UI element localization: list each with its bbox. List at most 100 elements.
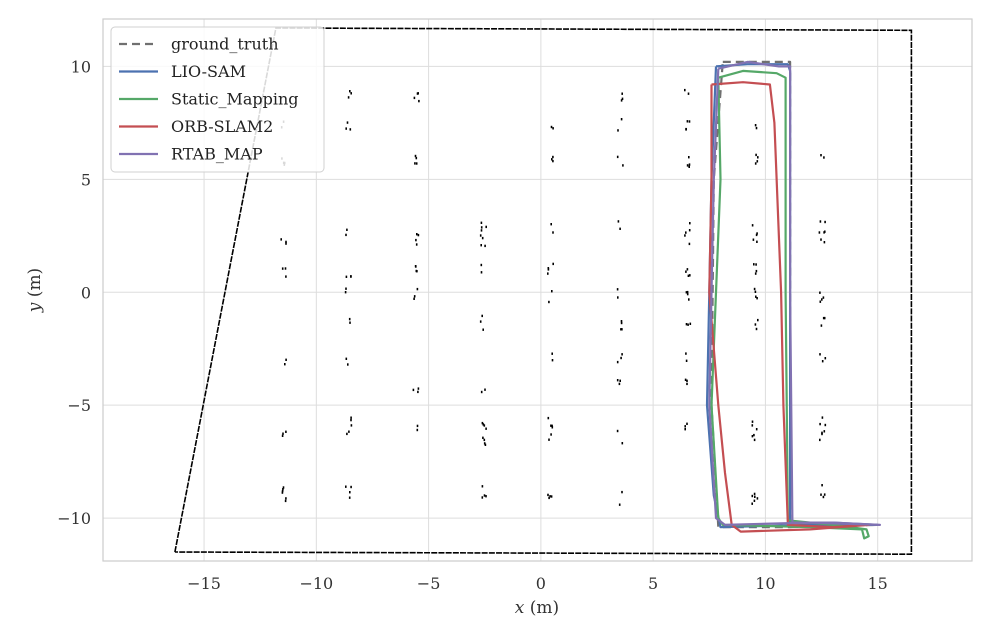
map-point — [550, 125, 553, 129]
legend-label: LIO-SAM — [171, 62, 246, 81]
map-point — [551, 426, 554, 429]
map-point — [482, 423, 485, 426]
map-point — [416, 287, 419, 291]
map-point — [415, 162, 418, 165]
map-point — [820, 238, 822, 241]
map-point — [689, 222, 691, 225]
map-point — [285, 275, 287, 278]
map-point — [824, 423, 827, 427]
map-point — [552, 127, 554, 130]
y-tick-label: 5 — [81, 170, 91, 189]
map-point — [345, 287, 347, 290]
map-point — [413, 297, 415, 300]
map-point — [345, 127, 347, 130]
map-point — [552, 231, 554, 234]
map-point — [479, 320, 482, 323]
map-point — [346, 432, 348, 436]
map-point — [483, 438, 486, 442]
map-point — [350, 92, 352, 95]
map-point — [824, 220, 826, 224]
map-point — [282, 432, 284, 435]
map-point — [684, 378, 687, 381]
map-point — [346, 228, 348, 231]
map-point — [345, 357, 348, 360]
map-point — [823, 493, 826, 496]
map-point — [413, 96, 416, 100]
map-point — [348, 317, 351, 321]
map-point — [688, 163, 691, 166]
map-point — [621, 92, 623, 95]
map-point — [484, 443, 487, 446]
map-point — [484, 244, 486, 248]
map-point — [550, 433, 552, 436]
map-point — [551, 158, 553, 161]
map-point — [414, 162, 416, 165]
map-point — [552, 155, 554, 159]
x-tick-label: −15 — [187, 574, 221, 593]
map-point — [818, 231, 821, 234]
map-point — [484, 388, 486, 391]
plot-frame — [102, 18, 973, 562]
map-point — [485, 225, 487, 229]
map-point — [281, 434, 284, 437]
map-point — [686, 290, 689, 294]
series-line-static-mapping — [710, 69, 870, 540]
map-point — [285, 497, 287, 500]
map-point — [417, 387, 420, 390]
map-point — [755, 327, 758, 331]
x-tick-label: 5 — [648, 574, 658, 593]
map-point — [415, 238, 417, 242]
map-point — [757, 318, 759, 322]
map-point — [687, 92, 690, 95]
map-point — [616, 360, 619, 364]
map-point — [751, 420, 754, 423]
map-point — [753, 492, 756, 496]
map-point — [481, 421, 484, 425]
map-point — [350, 424, 353, 427]
map-point — [285, 240, 287, 244]
map-point — [757, 156, 759, 159]
map-point — [616, 288, 619, 291]
map-point — [548, 438, 550, 441]
x-tick-label: −10 — [299, 574, 333, 593]
map-point — [820, 154, 822, 157]
map-point — [689, 274, 691, 277]
map-point — [415, 269, 418, 273]
map-point — [344, 291, 347, 294]
map-point — [620, 99, 623, 102]
map-point — [618, 382, 621, 386]
map-point — [755, 428, 758, 431]
map-point — [619, 379, 621, 382]
map-point — [823, 241, 826, 244]
map-point — [416, 233, 418, 236]
map-point — [621, 353, 623, 356]
map-point — [616, 155, 619, 159]
map-point — [550, 223, 552, 226]
map-point — [620, 328, 622, 331]
map-point — [418, 99, 420, 103]
map-point — [819, 220, 822, 223]
map-point — [823, 231, 825, 234]
map-point — [552, 262, 554, 266]
map-point — [413, 295, 416, 298]
map-point — [547, 272, 549, 275]
map-point — [350, 416, 352, 419]
map-point — [347, 363, 349, 366]
map-point — [823, 430, 826, 433]
map-point — [480, 244, 482, 247]
map-point — [823, 316, 826, 320]
map-point — [617, 296, 619, 299]
map-point — [755, 295, 757, 298]
map-point — [550, 424, 552, 427]
y-tick-label: 0 — [81, 283, 91, 302]
map-point — [753, 499, 756, 502]
map-point — [480, 226, 483, 229]
map-point — [282, 486, 285, 489]
map-point — [548, 496, 550, 500]
map-point — [822, 316, 825, 320]
map-point — [550, 495, 553, 498]
map-point — [479, 234, 482, 237]
map-point — [415, 156, 418, 160]
map-point — [350, 418, 352, 422]
map-point — [481, 485, 484, 488]
